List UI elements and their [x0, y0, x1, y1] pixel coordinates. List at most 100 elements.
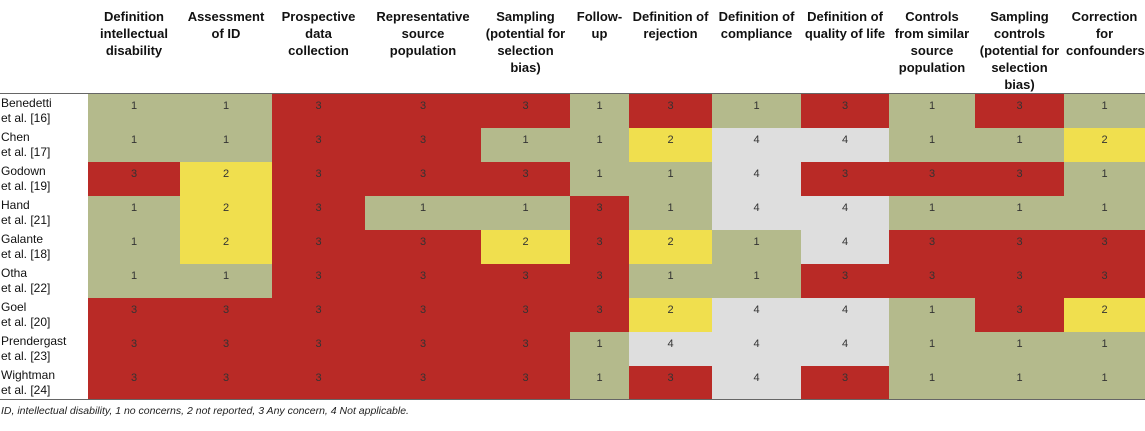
score-cell: 3 [272, 229, 365, 264]
column-header-correction-for-confounders: Correction for confounders [1064, 0, 1145, 94]
score-cell: 3 [365, 229, 481, 264]
score-cell: 1 [712, 93, 801, 128]
table-row: Galante et al. [18] 1 2 3 3 2 3 2 1 4 3 3 3 [0, 229, 1145, 264]
score-cell: 3 [88, 331, 180, 366]
score-cell: 3 [88, 297, 180, 332]
score-cell: 3 [365, 161, 481, 196]
score-cell: 4 [801, 297, 889, 332]
study-name-cell: Chen et al. [17] [0, 127, 88, 162]
score-cell: 3 [365, 127, 481, 162]
score-cell: 3 [975, 297, 1064, 332]
study-author: Galante [1, 232, 44, 246]
score-cell: 4 [801, 195, 889, 230]
score-cell: 2 [481, 229, 570, 264]
score-cell: 3 [570, 263, 629, 298]
score-cell: 3 [365, 331, 481, 366]
risk-of-bias-table: Definition intellectual disability Asses… [0, 0, 1145, 400]
score-cell: 3 [481, 263, 570, 298]
score-cell: 1 [570, 365, 629, 400]
study-author: Godown [1, 164, 46, 178]
study-reference: et al. [16] [1, 111, 51, 125]
score-cell: 1 [365, 195, 481, 230]
score-cell: 1 [180, 93, 272, 128]
score-cell: 4 [629, 331, 712, 366]
table-row: Godown et al. [19] 3 2 3 3 3 1 1 4 3 3 3 1 [0, 161, 1145, 196]
score-cell: 3 [272, 297, 365, 332]
score-cell: 3 [481, 331, 570, 366]
score-cell: 1 [88, 263, 180, 298]
score-cell: 3 [629, 365, 712, 400]
score-cell: 1 [712, 229, 801, 264]
column-header-sampling: Sampling (potential for selection bias) [481, 0, 570, 94]
score-cell: 3 [570, 297, 629, 332]
study-name-cell: Otha et al. [22] [0, 263, 88, 298]
score-cell: 1 [889, 127, 975, 162]
score-cell: 1 [889, 297, 975, 332]
study-author: Goel [1, 300, 27, 314]
score-cell: 1 [88, 195, 180, 230]
score-cell: 3 [975, 93, 1064, 128]
score-cell: 2 [629, 297, 712, 332]
score-cell: 3 [365, 263, 481, 298]
study-name-cell: Wightman et al. [24] [0, 365, 88, 400]
score-cell: 1 [481, 195, 570, 230]
score-cell: 1 [1064, 331, 1145, 366]
score-cell: 2 [1064, 127, 1145, 162]
score-cell: 3 [272, 161, 365, 196]
score-cell: 1 [570, 93, 629, 128]
score-cell: 3 [180, 297, 272, 332]
score-cell: 1 [629, 263, 712, 298]
score-cell: 3 [975, 161, 1064, 196]
study-name-cell: Benedetti et al. [16] [0, 93, 88, 128]
score-cell: 2 [180, 161, 272, 196]
score-cell: 3 [570, 229, 629, 264]
score-cell: 2 [180, 195, 272, 230]
score-cell: 1 [975, 365, 1064, 400]
score-cell: 1 [570, 127, 629, 162]
table-body: Benedetti et al. [16] 1 1 3 3 3 1 3 1 3 1 3 1 Chen et a… [0, 93, 1145, 400]
score-cell: 4 [712, 161, 801, 196]
table-footnote: ID, intellectual disability, 1 no concer… [1, 405, 409, 417]
study-name-cell: Godown et al. [19] [0, 161, 88, 196]
column-header-controls-source-population: Controls from similar source population [889, 0, 975, 94]
score-cell: 3 [801, 263, 889, 298]
score-cell: 3 [88, 161, 180, 196]
column-header-definition-of-quality-of-life: Definition of quality of life [801, 0, 889, 94]
score-cell: 4 [801, 229, 889, 264]
study-reference: et al. [21] [1, 213, 51, 227]
score-cell: 3 [272, 365, 365, 400]
score-cell: 3 [481, 297, 570, 332]
study-reference: et al. [23] [1, 349, 51, 363]
table-row: Chen et al. [17] 1 1 3 3 1 1 2 4 4 1 1 2 [0, 127, 1145, 162]
score-cell: 1 [481, 127, 570, 162]
score-cell: 3 [801, 365, 889, 400]
score-cell: 3 [629, 93, 712, 128]
score-cell: 3 [975, 229, 1064, 264]
study-reference: et al. [22] [1, 281, 51, 295]
study-author: Prendergast [1, 334, 67, 348]
study-author: Otha [1, 266, 28, 280]
score-cell: 1 [889, 365, 975, 400]
score-cell: 3 [180, 365, 272, 400]
study-author: Chen [1, 130, 30, 144]
score-cell: 1 [712, 263, 801, 298]
score-cell: 2 [629, 229, 712, 264]
column-header-representative-source-population: Representative source population [365, 0, 481, 94]
score-cell: 4 [712, 195, 801, 230]
score-cell: 3 [272, 93, 365, 128]
study-reference: et al. [24] [1, 383, 51, 397]
score-cell: 1 [570, 331, 629, 366]
score-cell: 3 [889, 161, 975, 196]
score-cell: 1 [975, 195, 1064, 230]
table-row: Otha et al. [22] 1 1 3 3 3 3 1 1 3 3 3 3 [0, 263, 1145, 298]
score-cell: 1 [88, 93, 180, 128]
score-cell: 3 [272, 195, 365, 230]
table-row: Prendergast et al. [23] 3 3 3 3 3 1 4 4 4 1 1 1 [0, 331, 1145, 366]
score-cell: 3 [889, 229, 975, 264]
study-reference: et al. [18] [1, 247, 51, 261]
header-row: Definition intellectual disability Asses… [0, 0, 1145, 94]
score-cell: 3 [481, 93, 570, 128]
score-cell: 1 [889, 331, 975, 366]
column-header-definition-intellectual-disability: Definition intellectual disability [88, 0, 180, 94]
study-name-cell: Galante et al. [18] [0, 229, 88, 264]
